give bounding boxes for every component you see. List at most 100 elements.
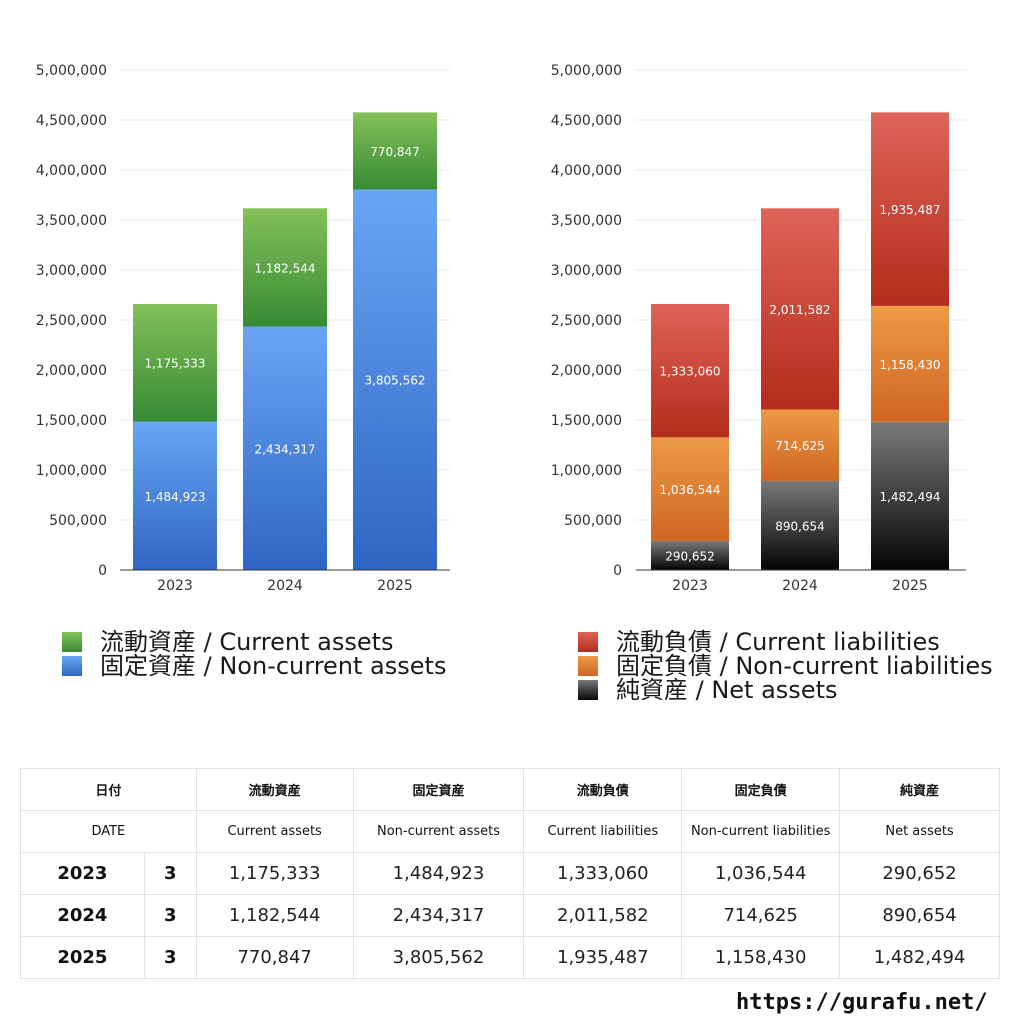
table-cell-month: 3 (143, 894, 197, 937)
bar-data-label: 890,654 (775, 519, 825, 533)
x-tick-label: 2024 (782, 578, 818, 594)
table-cell-year: 2023 (20, 852, 145, 895)
table-cell: 1,175,333 (195, 852, 354, 895)
bar-data-label: 2,011,582 (769, 303, 830, 317)
table-header-cell: 流動資産 (195, 768, 354, 811)
table-cell: 1,036,544 (681, 852, 841, 895)
y-tick-label: 2,000,000 (36, 363, 107, 379)
x-tick-label: 2025 (377, 578, 413, 594)
y-tick-label: 4,000,000 (36, 163, 107, 179)
legend-swatch-current-liabilities (578, 632, 598, 652)
legend-label-net-assets: 純資産 / Net assets (616, 676, 838, 704)
bar-data-label: 1,935,487 (879, 203, 940, 217)
x-tick-label: 2023 (157, 578, 193, 594)
legend-item-net-assets: 純資産 / Net assets (578, 678, 993, 702)
bar-liabilities-2025-s0 (871, 421, 949, 570)
table-header-cell: 流動負債 (523, 768, 683, 811)
y-tick-label: 0 (613, 563, 622, 579)
table-header-cell: Non-current liabilities (681, 810, 841, 853)
y-tick-label: 5,000,000 (551, 63, 622, 79)
table-cell-month: 3 (143, 852, 197, 895)
bar-data-label: 1,175,333 (144, 357, 205, 371)
y-tick-label: 500,000 (49, 513, 107, 529)
legend-item-current-liabilities: 流動負債 / Current liabilities (578, 630, 993, 654)
bar-data-label: 1,484,923 (144, 490, 205, 504)
y-tick-label: 1,500,000 (551, 413, 622, 429)
table-row: 2024 3 1,182,544 2,434,317 2,011,582 714… (20, 894, 1000, 937)
table-row: 2025 3 770,847 3,805,562 1,935,487 1,158… (20, 936, 1000, 979)
table-cell: 890,654 (839, 894, 1000, 937)
table-header-cell: 固定資産 (352, 768, 525, 811)
table-header-date-jp: 日付 (20, 768, 197, 811)
bar-data-label: 1,482,494 (879, 490, 940, 504)
y-tick-label: 4,500,000 (551, 113, 622, 129)
legend-item-non-current-assets: 固定資産 / Non-current assets (62, 654, 446, 678)
table-cell: 1,333,060 (523, 852, 683, 895)
y-tick-label: 2,000,000 (551, 363, 622, 379)
table-cell-year: 2024 (20, 894, 145, 937)
legend-label-non-current-assets: 固定資産 / Non-current assets (100, 652, 447, 680)
y-tick-label: 2,500,000 (36, 313, 107, 329)
table-cell: 2,011,582 (523, 894, 683, 937)
legend-swatch-net-assets (578, 680, 598, 700)
bar-liabilities-2024-s1 (761, 409, 839, 481)
legend-liabilities: 流動負債 / Current liabilities 固定負債 / Non-cu… (578, 630, 993, 702)
x-tick-label: 2023 (672, 578, 708, 594)
y-tick-label: 3,000,000 (551, 263, 622, 279)
table-cell: 714,625 (681, 894, 841, 937)
bar-assets-2023-s1 (133, 303, 217, 422)
table-header-cell: 純資産 (839, 768, 1000, 811)
table-cell: 1,484,923 (352, 852, 525, 895)
legend-swatch-non-current-liabilities (578, 656, 598, 676)
assets-chart: 0 500,000 1,000,000 1,500,000 2,000,000 2,500… (36, 63, 450, 594)
y-tick-label: 3,000,000 (36, 263, 107, 279)
bar-data-label: 770,847 (370, 145, 420, 159)
bar-liabilities-2024-s0 (761, 480, 839, 570)
table-cell-year: 2025 (20, 936, 145, 979)
table-header-row-jp: 日付 流動資産 固定資産 流動負債 固定負債 純資産 (20, 768, 1000, 811)
bar-assets-2024-s0 (243, 326, 327, 570)
y-tick-label: 2,500,000 (551, 313, 622, 329)
bar-data-label: 1,182,544 (254, 261, 315, 275)
bar-liabilities-2023-s2 (651, 303, 729, 438)
bar-assets-2024-s1 (243, 208, 327, 327)
y-tick-label: 3,500,000 (36, 213, 107, 229)
table-header-cell: Current assets (195, 810, 354, 853)
table-cell: 1,935,487 (523, 936, 683, 979)
table-header-cell: 固定負債 (681, 768, 841, 811)
bar-data-label: 3,805,562 (364, 374, 425, 388)
table-cell-month: 3 (143, 936, 197, 979)
bar-liabilities-2025-s1 (871, 305, 949, 422)
bar-data-label: 290,652 (665, 549, 715, 563)
table-header-cell: Net assets (839, 810, 1000, 853)
bar-data-label: 714,625 (775, 439, 825, 453)
footer-url[interactable]: https://gurafu.net/ (736, 990, 988, 1015)
y-tick-label: 0 (98, 563, 107, 579)
bar-data-label: 2,434,317 (254, 442, 315, 456)
table-header-date-en: DATE (20, 810, 197, 853)
bar-data-label: 1,158,430 (879, 358, 940, 372)
y-tick-label: 1,000,000 (551, 463, 622, 479)
bar-assets-2023-s0 (133, 421, 217, 570)
table-header-row-en: DATE Current assets Non-current assets C… (20, 810, 1000, 853)
y-tick-label: 4,500,000 (36, 113, 107, 129)
legend-label-current-liabilities: 流動負債 / Current liabilities (616, 628, 940, 656)
y-tick-label: 5,000,000 (36, 63, 107, 79)
table-header-cell: Non-current assets (352, 810, 525, 853)
liabilities-chart: 0 500,000 1,000,000 1,500,000 2,000,000 2,500… (551, 63, 966, 594)
legend-item-current-assets: 流動資産 / Current assets (62, 630, 446, 654)
bar-liabilities-2023-s1 (651, 437, 729, 541)
table-cell: 770,847 (195, 936, 354, 979)
y-tick-label: 1,500,000 (36, 413, 107, 429)
data-table: 日付 流動資産 固定資産 流動負債 固定負債 純資産 DATE Current … (20, 768, 1000, 979)
table-cell: 1,158,430 (681, 936, 841, 979)
legend-swatch-non-current-assets (62, 656, 82, 676)
y-tick-label: 4,000,000 (551, 163, 622, 179)
table-cell: 1,182,544 (195, 894, 354, 937)
bar-data-label: 1,333,060 (659, 365, 720, 379)
legend-swatch-current-assets (62, 632, 82, 652)
table-cell: 2,434,317 (352, 894, 525, 937)
table-cell: 290,652 (839, 852, 1000, 895)
x-tick-label: 2025 (892, 578, 928, 594)
legend-label-current-assets: 流動資産 / Current assets (100, 628, 394, 656)
